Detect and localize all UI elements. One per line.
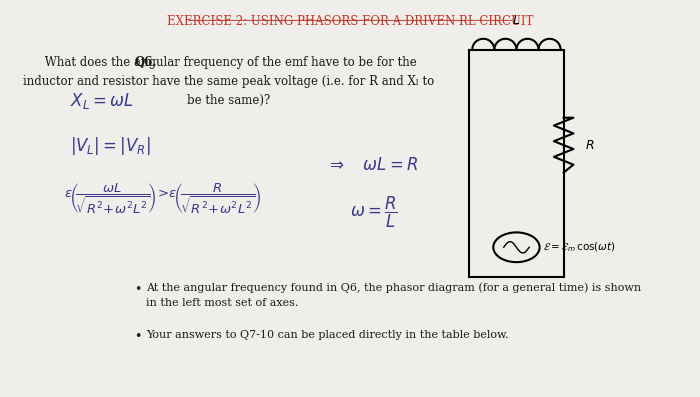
- Text: $L$: $L$: [512, 14, 521, 27]
- Text: Q6.: Q6.: [134, 56, 157, 69]
- Text: $|V_L| = |V_R|$: $|V_L| = |V_R|$: [70, 135, 151, 157]
- Text: Your answers to Q7-10 can be placed directly in the table below.: Your answers to Q7-10 can be placed dire…: [146, 330, 509, 340]
- Text: $\mathcal{E} = \mathcal{E}_m\,\cos(\omega t)$: $\mathcal{E} = \mathcal{E}_m\,\cos(\omeg…: [542, 241, 615, 254]
- Text: $\omega = \dfrac{R}{L}$: $\omega = \dfrac{R}{L}$: [351, 195, 398, 230]
- Text: What does the angular frequency of the emf have to be for the
inductor and resis: What does the angular frequency of the e…: [23, 56, 434, 107]
- Text: $X_L = \omega L$: $X_L = \omega L$: [70, 91, 134, 111]
- Text: EXERCISE 2: USING PHASORS FOR A DRIVEN RL CIRCUIT: EXERCISE 2: USING PHASORS FOR A DRIVEN R…: [167, 15, 533, 27]
- Text: At the angular frequency found in Q6, the phasor diagram (for a general time) is: At the angular frequency found in Q6, th…: [146, 283, 641, 308]
- Text: •: •: [134, 283, 141, 296]
- Text: $R$: $R$: [585, 139, 594, 152]
- Text: $\Rightarrow\quad \omega L = R$: $\Rightarrow\quad \omega L = R$: [326, 156, 418, 174]
- Text: •: •: [134, 330, 141, 343]
- Text: $\varepsilon\!\left(\!\dfrac{\omega L}{\sqrt{R^2\!+\!\omega^2 L^2}}\!\right)\! >: $\varepsilon\!\left(\!\dfrac{\omega L}{\…: [64, 181, 262, 216]
